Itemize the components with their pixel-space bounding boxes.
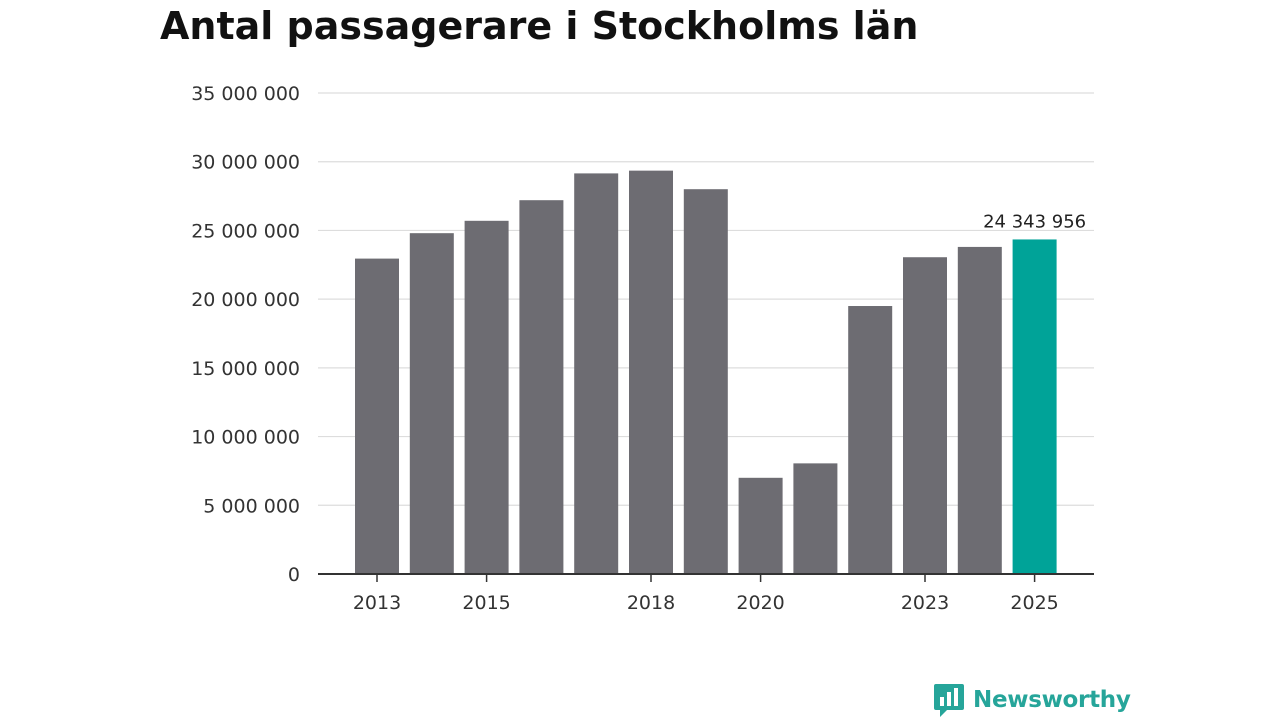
- x-tick-label: 2025: [1010, 592, 1058, 614]
- x-tick-label: 2020: [736, 592, 784, 614]
- y-tick-label: 10 000 000: [191, 427, 300, 449]
- x-tick-label: 2015: [462, 592, 510, 614]
- chart-title: Antal passagerare i Stockholms län: [160, 4, 919, 48]
- bar: [957, 246, 1002, 575]
- x-tick-label: 2023: [901, 592, 949, 614]
- brand-logo: Newsworthy: [933, 682, 1131, 718]
- bar: [409, 233, 454, 575]
- bar: [683, 189, 728, 574]
- x-tick-label: 2018: [627, 592, 675, 614]
- brand-name: Newsworthy: [973, 687, 1131, 713]
- bar-highlight: [1012, 239, 1057, 574]
- bar: [629, 170, 673, 574]
- y-tick-label: 5 000 000: [203, 495, 300, 517]
- bar: [738, 477, 783, 574]
- bar: [464, 220, 509, 574]
- y-tick-label: 30 000 000: [191, 152, 300, 174]
- y-tick-label: 35 000 000: [191, 83, 300, 105]
- y-tick-label: 25 000 000: [191, 220, 300, 242]
- bar: [793, 463, 838, 574]
- newsworthy-logo-icon: [934, 684, 964, 717]
- bar: [574, 173, 619, 574]
- data-label: 24 343 956: [983, 211, 1086, 232]
- y-tick-label: 15 000 000: [191, 358, 300, 380]
- bar: [848, 306, 893, 574]
- y-tick-label: 20 000 000: [191, 289, 300, 311]
- x-tick-label: 2013: [353, 592, 401, 614]
- bar: [519, 200, 564, 575]
- y-tick-label: 0: [288, 564, 300, 586]
- bar: [355, 258, 399, 574]
- bar: [903, 257, 947, 574]
